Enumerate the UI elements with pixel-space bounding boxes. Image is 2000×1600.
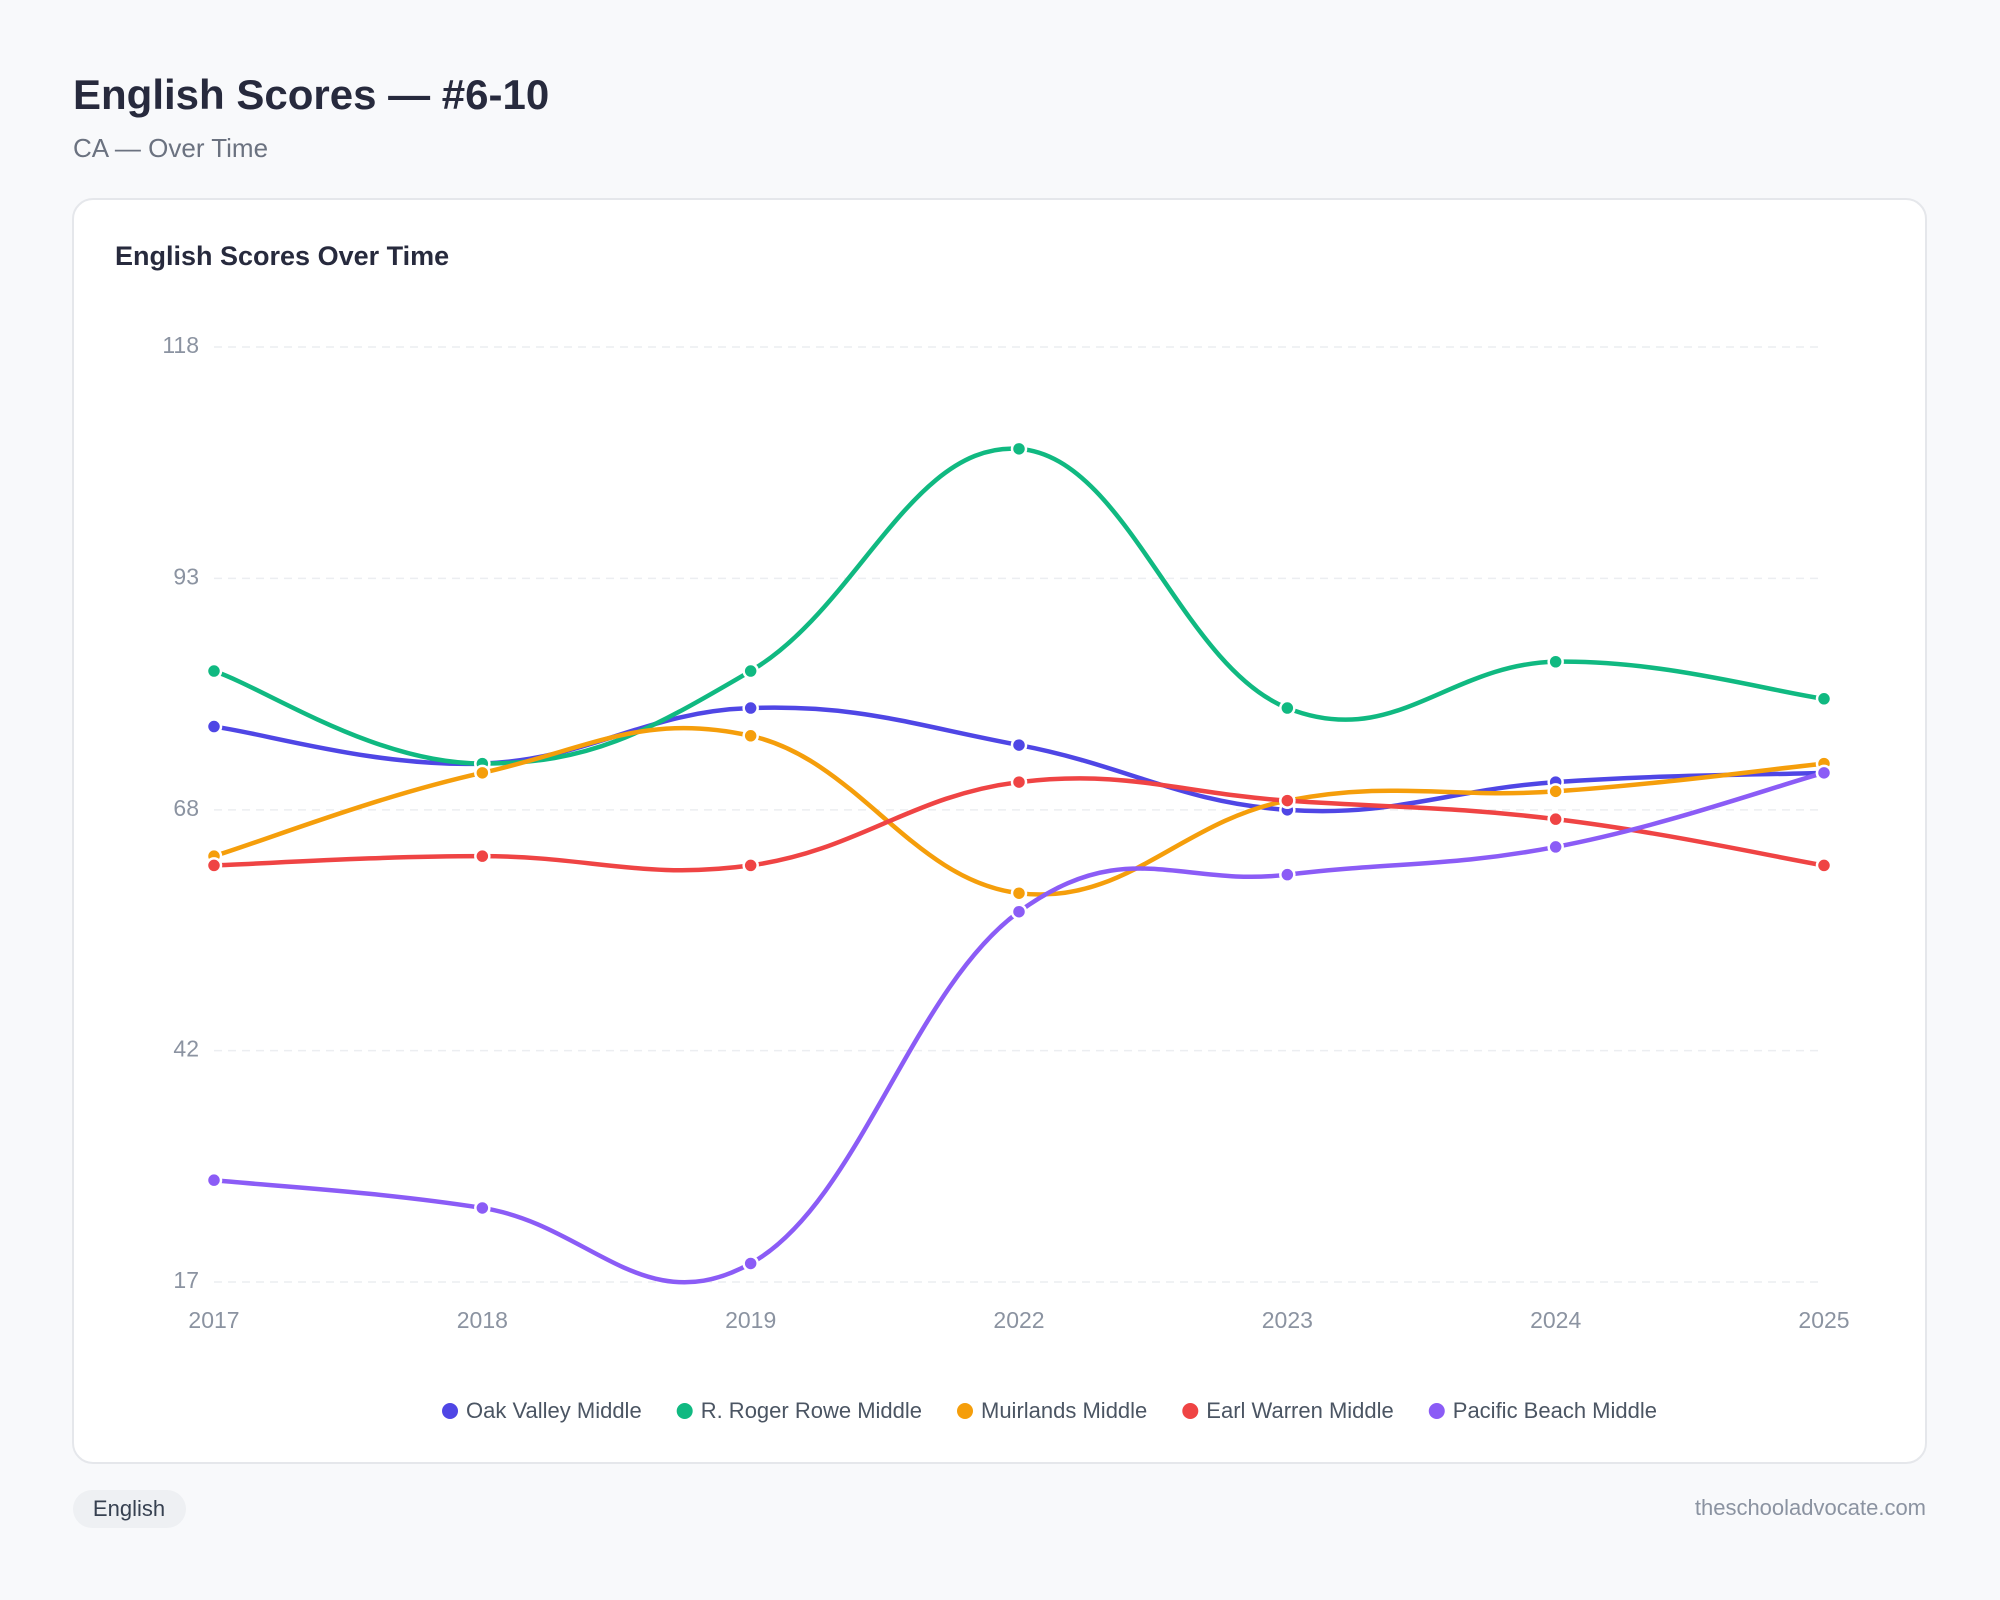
data-point <box>1279 699 1296 717</box>
chart-card <box>72 198 1927 1464</box>
x-tick-label: 2022 <box>993 1307 1044 1333</box>
data-point <box>742 727 759 745</box>
data-point <box>205 718 223 735</box>
site-credit: theschooladvocate.com <box>1695 1495 1926 1520</box>
legend-item[interactable]: Muirlands Middle <box>957 1398 1147 1423</box>
legend-swatch <box>676 1403 693 1419</box>
y-tick-label: 17 <box>173 1267 199 1293</box>
data-point <box>742 699 759 717</box>
legend-label: Earl Warren Middle <box>1206 1398 1393 1423</box>
x-tick-label: 2024 <box>1530 1307 1581 1333</box>
legend-label: Oak Valley Middle <box>466 1398 642 1423</box>
y-tick-label: 118 <box>162 332 199 358</box>
data-point <box>1815 857 1833 874</box>
data-point <box>742 1255 759 1272</box>
legend-swatch <box>1428 1403 1445 1419</box>
legend-label: Muirlands Middle <box>981 1398 1147 1423</box>
data-point <box>1279 792 1296 809</box>
x-tick-label: 2018 <box>457 1307 508 1333</box>
page-subtitle: CA — Over Time <box>73 133 268 163</box>
data-point <box>1815 764 1833 782</box>
page-title: English Scores — #6-10 <box>73 71 549 118</box>
legend-swatch <box>957 1403 973 1419</box>
y-tick-label: 68 <box>173 795 199 821</box>
x-tick-label: 2017 <box>188 1307 239 1333</box>
data-point <box>742 662 759 680</box>
chart-title: English Scores Over Time <box>115 241 449 271</box>
x-tick-label: 2023 <box>1262 1307 1313 1333</box>
tag-label: English <box>93 1496 165 1521</box>
data-point <box>1547 838 1564 856</box>
legend-item[interactable]: Earl Warren Middle <box>1182 1398 1394 1423</box>
data-point <box>1547 783 1564 800</box>
data-point <box>742 857 759 874</box>
tag-chip <box>73 1490 186 1528</box>
data-point <box>1547 810 1564 828</box>
data-point <box>1815 690 1833 708</box>
y-tick-label: 93 <box>173 564 199 590</box>
legend-label: R. Roger Rowe Middle <box>701 1398 922 1423</box>
data-point <box>1010 884 1028 902</box>
legend-item[interactable]: R. Roger Rowe Middle <box>676 1398 922 1423</box>
data-point <box>205 857 223 874</box>
x-tick-label: 2019 <box>725 1307 776 1333</box>
data-point <box>1010 440 1028 458</box>
legend-swatch <box>1182 1403 1199 1419</box>
plot: 17 42 68 93 118 2017 2018 2019 2022 2023 2024 2025 O… <box>162 332 1849 1423</box>
data-point <box>1010 903 1028 920</box>
data-point <box>1010 736 1028 754</box>
data-point <box>1279 866 1296 883</box>
data-point <box>1010 773 1028 791</box>
data-point <box>474 764 491 782</box>
legend: Oak Valley Middle R. Roger Rowe Middle Mui… <box>442 1398 1657 1423</box>
y-tick-label: 42 <box>173 1036 199 1062</box>
legend-item[interactable]: Pacific Beach Middle <box>1428 1398 1657 1423</box>
data-point <box>474 1199 491 1217</box>
x-tick-label: 2025 <box>1798 1307 1849 1333</box>
data-point <box>474 847 491 865</box>
data-point <box>205 662 223 680</box>
legend-swatch <box>442 1403 459 1419</box>
data-point <box>1547 653 1564 671</box>
legend-label: Pacific Beach Middle <box>1453 1398 1657 1423</box>
legend-item[interactable]: Oak Valley Middle <box>442 1398 642 1423</box>
data-point <box>205 1171 223 1189</box>
